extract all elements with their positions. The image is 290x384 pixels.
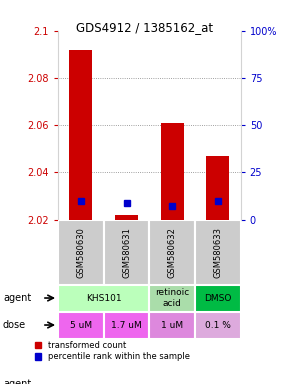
Bar <box>58 285 149 311</box>
Bar <box>58 220 104 285</box>
Text: 1 uM: 1 uM <box>161 321 183 329</box>
Bar <box>149 311 195 339</box>
Bar <box>149 285 195 311</box>
Text: agent: agent <box>3 379 31 384</box>
Bar <box>206 156 229 220</box>
Text: KHS101: KHS101 <box>86 293 122 303</box>
Text: 0.1 %: 0.1 % <box>205 321 231 329</box>
Text: GDS4912 / 1385162_at: GDS4912 / 1385162_at <box>77 21 213 34</box>
Bar <box>195 285 241 311</box>
Bar <box>104 311 149 339</box>
Text: GSM580632: GSM580632 <box>168 227 177 278</box>
Bar <box>58 311 104 339</box>
Text: 1.7 uM: 1.7 uM <box>111 321 142 329</box>
Bar <box>195 220 241 285</box>
Bar <box>195 311 241 339</box>
Text: agent: agent <box>3 293 31 303</box>
Text: 5 uM: 5 uM <box>70 321 92 329</box>
Text: retinoic
acid: retinoic acid <box>155 288 189 308</box>
Bar <box>115 215 138 220</box>
Bar <box>149 220 195 285</box>
Bar <box>104 220 149 285</box>
Text: GSM580633: GSM580633 <box>213 227 222 278</box>
Bar <box>69 50 92 220</box>
Text: dose: dose <box>3 320 26 330</box>
Bar <box>161 123 184 220</box>
Text: GSM580630: GSM580630 <box>76 227 85 278</box>
Legend: transformed count, percentile rank within the sample: transformed count, percentile rank withi… <box>35 341 190 361</box>
Text: DMSO: DMSO <box>204 293 231 303</box>
Text: GSM580631: GSM580631 <box>122 227 131 278</box>
